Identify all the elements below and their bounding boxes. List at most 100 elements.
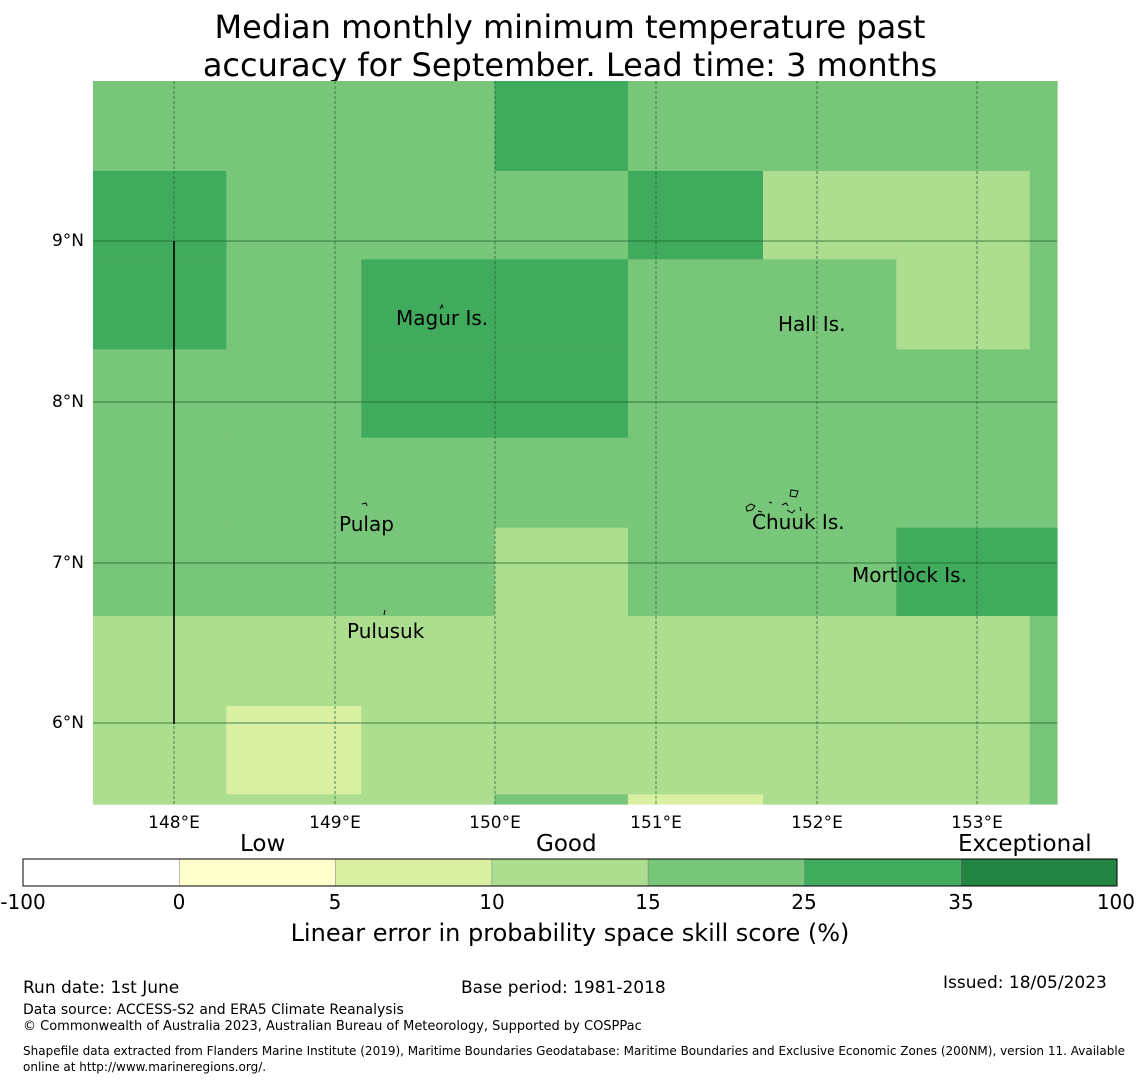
lat-label-8n: 8°N [51,392,84,412]
skill-cell [226,794,362,805]
lon-label-149e: 149°E [309,813,361,833]
skill-cell [1029,259,1058,350]
pulusuk-island-outline [383,609,386,616]
island-label-mortlock: Mortlock Is. [852,563,967,587]
magur-island-outline [439,303,444,310]
skill-cell [896,81,1031,172]
skill-cell [361,527,496,617]
issued-date: Issued: 18/05/2023 [943,973,1107,993]
skill-cell [93,437,227,529]
legend-category-good: Good [536,831,597,857]
island-label-pulusuk: Pulusuk [347,619,425,643]
colorbar-tick-100: 100 [1096,890,1135,914]
skill-cell [93,794,227,805]
skill-cell [1029,171,1058,260]
lon-label-148e: 148°E [148,813,200,833]
colorbar-swatch [804,858,961,887]
legend-category-low: Low [240,831,286,857]
skill-colorbar [22,858,1118,887]
lat-label-6n: 6°N [51,713,84,733]
skill-cell [763,81,897,172]
skill-cell [494,616,629,707]
skill-cell [896,706,1031,795]
colorbar-frame [22,858,1118,887]
pulap-island-outline [361,502,368,507]
skill-cell [1029,706,1058,795]
skill-cell [763,349,897,439]
skill-cell [628,527,764,617]
island-label-magur: Magur Is. [396,306,489,330]
skill-cell [226,616,362,707]
skill-cell [494,171,629,260]
skill-cell [763,171,897,260]
skill-cell [763,706,897,795]
skill-cell [896,171,1031,260]
base-period: Base period: 1981-2018 [461,978,666,998]
shapefile-credit-line-1: Shapefile data extracted from Flanders M… [23,1044,1126,1058]
colorbar-tick-minus100: -100 [0,890,46,914]
skill-cell [896,794,1031,805]
island-label-chuuk: Chuuk Is. [752,510,845,534]
skill-cell [361,349,496,439]
skill-cell [226,81,362,172]
skill-cell [628,171,764,260]
skill-cell [494,81,629,172]
data-source: Data source: ACCESS-S2 and ERA5 Climate … [23,1002,404,1018]
lat-label-7n: 7°N [51,553,84,573]
skill-cell [1029,437,1058,529]
skill-cell [628,259,764,350]
colorbar-tick-0: 0 [172,890,186,914]
map-title-line-2: accuracy for September. Lead time: 3 mon… [202,46,938,84]
skill-cell [896,349,1031,439]
skill-cell [628,437,764,529]
chuuk-island-outline [745,489,802,514]
skill-cell [361,794,496,805]
skill-cell [494,527,629,617]
skill-cell [226,349,362,439]
colorbar-title: Linear error in probability space skill … [290,919,850,947]
skill-cell [763,437,897,529]
skill-cell [226,171,362,260]
island-outlines [361,303,912,616]
skill-cell [1029,81,1058,172]
skill-cell [93,527,227,617]
skill-cell [494,437,629,529]
skill-cell [361,259,496,350]
skill-cell [361,706,496,795]
skill-cell [93,171,227,260]
skill-cell [896,437,1031,529]
skill-cell [93,259,227,350]
skill-grid-cells [93,81,1058,805]
skill-cell [763,616,897,707]
map-title-line-1: Median monthly minimum temperature past [214,8,926,46]
skill-cell [93,706,227,795]
colorbar-tick-5: 5 [328,890,342,914]
skill-cell [494,706,629,795]
lon-label-153e: 153°E [951,813,1003,833]
lon-label-150e: 150°E [469,813,521,833]
lon-label-151e: 151°E [630,813,682,833]
colorbar-swatch [647,858,805,887]
lon-label-152e: 152°E [791,813,843,833]
island-label-hall: Hall Is. [778,312,846,336]
skill-cell [763,259,897,350]
skill-cell [628,616,764,707]
skill-cell [494,794,629,805]
skill-cell [896,527,1031,617]
skill-cell [628,349,764,439]
skill-cell [494,349,629,439]
skill-cell [93,81,227,172]
skill-cell [361,616,496,707]
shapefile-credit-line-2: online at http://www.marineregions.org/. [23,1060,267,1074]
colorbar-swatch [491,858,649,887]
colorbar-tick-10: 10 [479,890,505,914]
copyright-notice: © Commonwealth of Australia 2023, Austra… [23,1019,642,1034]
colorbar-tick-35: 35 [948,890,974,914]
skill-cell [226,527,362,617]
colorbar-tick-25: 25 [791,890,817,914]
skill-cell [226,706,362,795]
skill-cell [896,259,1031,350]
skill-cell [226,259,362,350]
skill-cell [763,794,897,805]
